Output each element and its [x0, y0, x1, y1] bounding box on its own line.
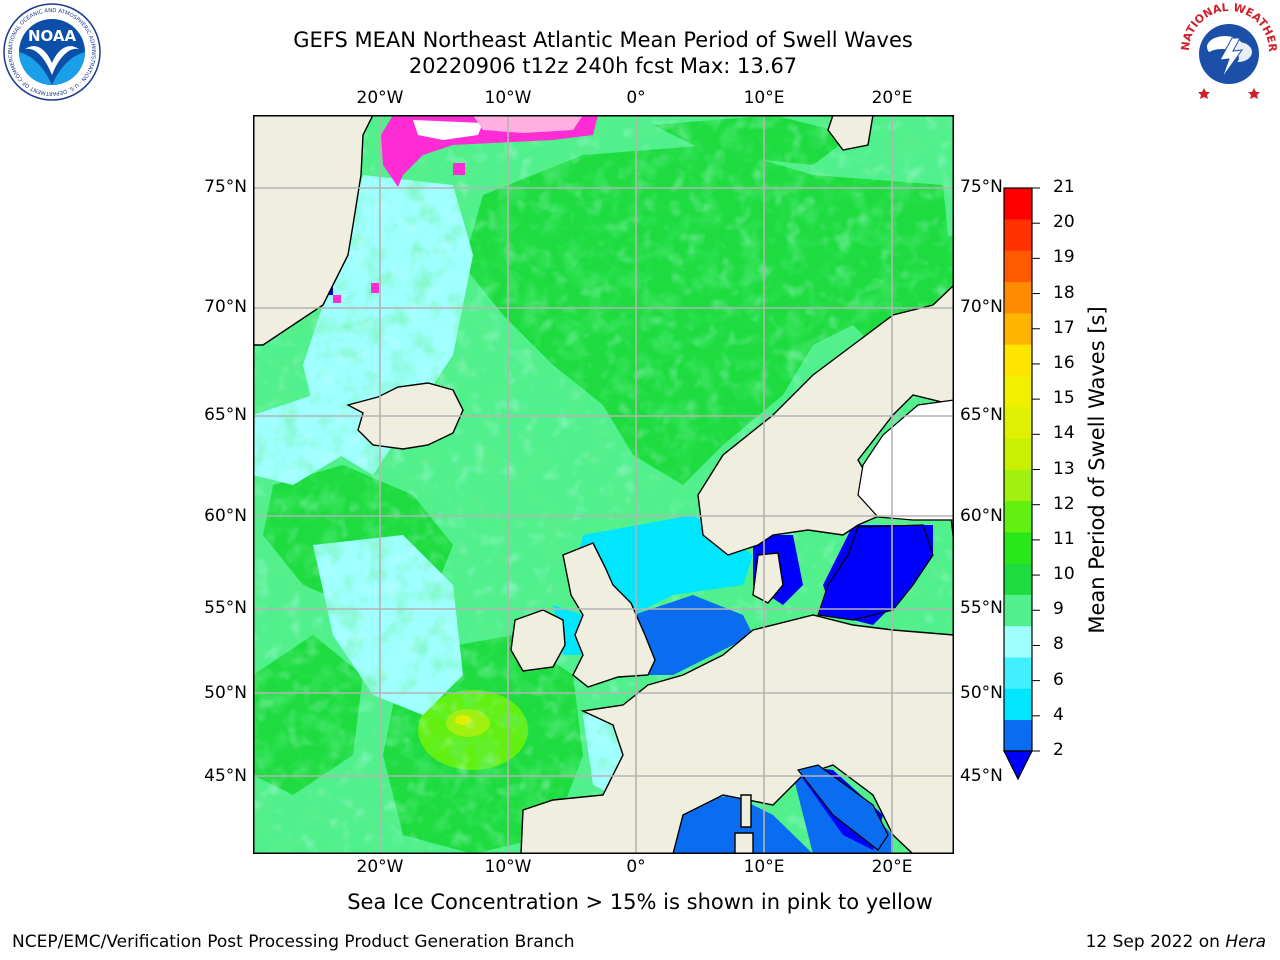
- land-ireland: [510, 609, 566, 672]
- map-subtitle: 20220906 t12z 240h fcst Max: 13.67: [408, 54, 798, 78]
- lat-label-right: 70°N: [960, 297, 1003, 317]
- colorbar-tick-label: 12: [1053, 493, 1075, 514]
- colorbar-tick-label: 2: [1053, 740, 1064, 760]
- colorbar: [1003, 187, 1040, 781]
- lon-label-bottom: 10°W: [484, 857, 532, 877]
- footer-host: Hera: [1225, 932, 1266, 952]
- colorbar-tick-label: 18: [1053, 282, 1075, 303]
- colorbar-band: [1004, 406, 1032, 439]
- lat-label-right: 75°N: [960, 177, 1003, 197]
- colorbar-tick-label: 4: [1053, 704, 1064, 725]
- colorbar-band: [1004, 188, 1032, 220]
- colorbar-band: [1004, 469, 1032, 502]
- colorbar-tick-label: 11: [1053, 528, 1075, 549]
- land-corsica: [740, 794, 752, 828]
- colorbar-tick-label: 21: [1053, 177, 1075, 197]
- colorbar-tick-label: 9: [1053, 599, 1064, 620]
- footer-date: 12 Sep 2022 on Hera: [1085, 932, 1266, 952]
- lon-label-bottom: 20°E: [871, 857, 913, 877]
- land-greenland: [253, 115, 374, 346]
- colorbar-tick-label: 14: [1053, 423, 1075, 444]
- colorbar-band: [1004, 344, 1032, 376]
- nws-logo: NATIONAL WEATHER SERVICE: [1180, 2, 1278, 99]
- lat-label-left: 45°N: [204, 766, 247, 786]
- gulf-of-bothnia: [857, 399, 954, 521]
- lon-label-top: 20°W: [356, 88, 404, 108]
- lat-label-right: 45°N: [960, 766, 1003, 786]
- lat-label-left: 75°N: [204, 177, 247, 197]
- noaa-logo-text: NOAA: [28, 27, 77, 45]
- colorbar-tick-label: 8: [1053, 634, 1064, 655]
- baltic-sea: [817, 524, 934, 621]
- colorbar-band: [1004, 438, 1032, 470]
- lat-label-right: 65°N: [960, 405, 1003, 425]
- graticule: [253, 115, 954, 854]
- colorbar-band: [1004, 375, 1032, 408]
- land-denmark: [752, 552, 784, 604]
- map-title: GEFS MEAN Northeast Atlantic Mean Period…: [293, 28, 913, 52]
- lat-label-right: 60°N: [960, 506, 1003, 526]
- colorbar-band: [1004, 532, 1032, 564]
- adriatic-sea: [796, 764, 889, 851]
- colorbar-band: [1004, 594, 1032, 627]
- colorbar-tick-label: 20: [1053, 212, 1075, 233]
- lon-label-top: 20°E: [871, 88, 913, 108]
- sea-ice-caption: Sea Ice Concentration > 15% is shown in …: [347, 890, 933, 914]
- colorbar-band: [1004, 688, 1032, 721]
- lon-label-top: 0°: [626, 88, 646, 108]
- lon-label-bottom: 20°W: [356, 857, 404, 877]
- colorbar-band: [1004, 719, 1032, 752]
- land-svalbard: [827, 115, 874, 151]
- colorbar-band: [1004, 219, 1032, 251]
- colorbar-band: [1004, 250, 1032, 283]
- lat-label-left: 60°N: [204, 506, 247, 526]
- land-great-britain: [562, 542, 656, 688]
- land-continent: [520, 614, 954, 854]
- lat-label-right: 55°N: [960, 598, 1003, 618]
- colorbar-tick-label: 16: [1053, 352, 1075, 373]
- colorbar-band: [1004, 563, 1032, 595]
- lon-label-top: 10°E: [743, 88, 785, 108]
- lon-label-bottom: 10°E: [743, 857, 785, 877]
- colorbar-band: [1004, 657, 1032, 689]
- colorbar-tick-label: 15: [1053, 388, 1075, 409]
- colorbar-label: Mean Period of Swell Waves [s]: [1085, 306, 1109, 634]
- land-sardinia: [734, 832, 754, 854]
- colorbar-tick-label: 17: [1053, 317, 1075, 338]
- map-frame: [253, 115, 954, 854]
- land: [253, 115, 954, 854]
- lat-label-left: 65°N: [204, 405, 247, 425]
- colorbar-tick-label: 6: [1053, 669, 1064, 690]
- colorbar-under-triangle: [1003, 750, 1033, 781]
- colorbar-tick-label: 19: [1053, 247, 1075, 268]
- colorbar-band: [1004, 625, 1032, 658]
- colorbar-tick-label: 10: [1053, 564, 1075, 585]
- colorbar-band: [1004, 313, 1032, 345]
- lat-label-left: 50°N: [204, 683, 247, 703]
- footer-credit: NCEP/EMC/Verification Post Processing Pr…: [12, 932, 575, 952]
- lon-label-top: 10°W: [484, 88, 532, 108]
- land-scandinavia: [697, 284, 954, 556]
- map-plot: [253, 115, 954, 854]
- colorbar-band: [1004, 281, 1032, 314]
- lat-label-left: 55°N: [204, 598, 247, 618]
- colorbar-band: [1004, 500, 1032, 533]
- sea-ice: [333, 115, 598, 303]
- lon-label-bottom: 0°: [626, 857, 646, 877]
- lat-label-right: 50°N: [960, 683, 1003, 703]
- lat-label-left: 70°N: [204, 297, 247, 317]
- colorbar-tick-label: 13: [1053, 458, 1075, 479]
- noaa-logo: NATIONAL OCEANIC AND ATMOSPHERIC ADMINIS…: [3, 3, 101, 101]
